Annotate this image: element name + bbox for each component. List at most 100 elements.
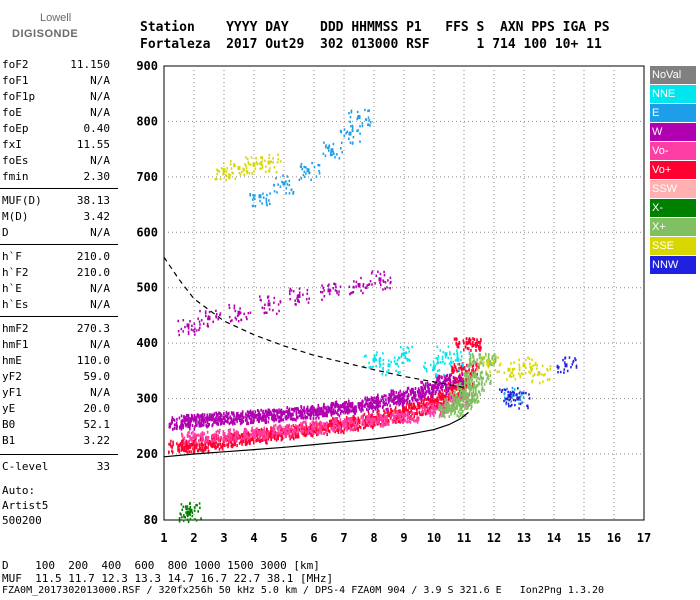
echo-point <box>292 407 294 411</box>
trace-point <box>402 413 406 418</box>
echo-point <box>330 410 332 414</box>
trace-point <box>357 114 361 119</box>
echo-point <box>240 318 243 322</box>
echo-point <box>400 355 403 358</box>
param-name: foEp <box>2 122 29 135</box>
echo-point <box>215 418 217 422</box>
echo-point <box>252 410 254 414</box>
echo-point <box>478 363 480 367</box>
header-line-2: Fortaleza 2017 Out29 302 013000 RSF 1 71… <box>140 37 602 52</box>
echo-point <box>421 413 423 417</box>
echo-point <box>314 413 317 416</box>
echo-point <box>285 417 288 421</box>
echo-point <box>396 420 398 424</box>
echo-point <box>343 134 346 138</box>
echo-point <box>514 378 517 381</box>
echo-point <box>458 377 461 381</box>
echo-point <box>270 410 272 414</box>
echo-point <box>193 444 196 448</box>
echo-point <box>248 434 250 438</box>
echo-point <box>230 417 233 421</box>
echo-point <box>446 383 448 387</box>
echo-point <box>199 414 202 418</box>
echo-point <box>294 424 297 428</box>
echo-point <box>213 445 216 448</box>
echo-point <box>228 176 231 179</box>
echo-point <box>503 393 506 396</box>
echo-point <box>468 390 471 394</box>
echo-point <box>364 425 366 429</box>
echo-point <box>244 427 247 431</box>
echo-point <box>218 447 221 451</box>
echo-point <box>396 362 399 366</box>
echo-point <box>257 409 260 413</box>
echo-point <box>411 406 414 410</box>
echo-point <box>323 141 325 144</box>
echo-point <box>487 374 489 378</box>
echo-point <box>407 347 410 350</box>
echo-point <box>295 418 297 422</box>
echo-point <box>389 276 392 279</box>
echo-point <box>445 385 447 389</box>
echo-point <box>321 298 323 301</box>
echo-point <box>461 405 464 409</box>
echo-point <box>371 419 373 423</box>
echo-point <box>243 312 245 316</box>
echo-point <box>486 363 488 367</box>
echo-point <box>458 398 461 402</box>
echo-point <box>472 364 475 368</box>
echo-point <box>352 406 355 410</box>
echo-point <box>469 388 471 392</box>
echo-point <box>203 417 205 421</box>
echo-point <box>453 393 455 397</box>
echo-point <box>475 363 477 367</box>
echo-point <box>416 398 418 402</box>
echo-point <box>186 446 189 450</box>
echo-point <box>404 355 407 359</box>
echo-point <box>506 398 509 401</box>
echo-point <box>183 441 186 445</box>
echo-point <box>252 196 255 199</box>
echo-point <box>464 382 466 386</box>
echo-point <box>383 409 385 413</box>
echo-point <box>464 369 467 373</box>
echo-point <box>290 417 292 421</box>
echo-point <box>465 396 467 400</box>
echo-point <box>309 432 312 436</box>
echo-point <box>236 420 238 424</box>
echo-point <box>358 425 361 429</box>
echo-point <box>303 170 306 173</box>
echo-point <box>449 374 452 378</box>
echo-point <box>509 394 512 397</box>
echo-point <box>262 192 264 195</box>
echo-point <box>245 156 247 159</box>
echo-point <box>184 418 187 422</box>
echo-point <box>459 399 462 403</box>
echo-point <box>390 408 392 412</box>
echo-point <box>252 434 255 438</box>
echo-point <box>181 516 183 519</box>
echo-point <box>272 429 275 433</box>
echo-point <box>189 427 191 431</box>
echo-point <box>448 404 451 408</box>
echo-point <box>350 417 353 421</box>
echo-point <box>320 412 322 416</box>
echo-point <box>389 416 392 420</box>
echo-point <box>425 409 427 413</box>
echo-point <box>216 421 219 425</box>
echo-point <box>397 393 400 397</box>
echo-point <box>402 421 404 425</box>
echo-point <box>471 360 474 364</box>
echo-point <box>423 404 425 407</box>
echo-point <box>473 373 476 377</box>
echo-point <box>448 394 451 398</box>
echo-point <box>255 160 258 164</box>
echo-point <box>575 358 577 362</box>
echo-point <box>384 423 386 427</box>
echo-point <box>432 412 435 416</box>
echo-point <box>263 430 265 434</box>
echo-point <box>351 409 354 413</box>
echo-point <box>202 449 205 453</box>
echo-point <box>312 412 314 415</box>
echo-point <box>367 123 369 127</box>
